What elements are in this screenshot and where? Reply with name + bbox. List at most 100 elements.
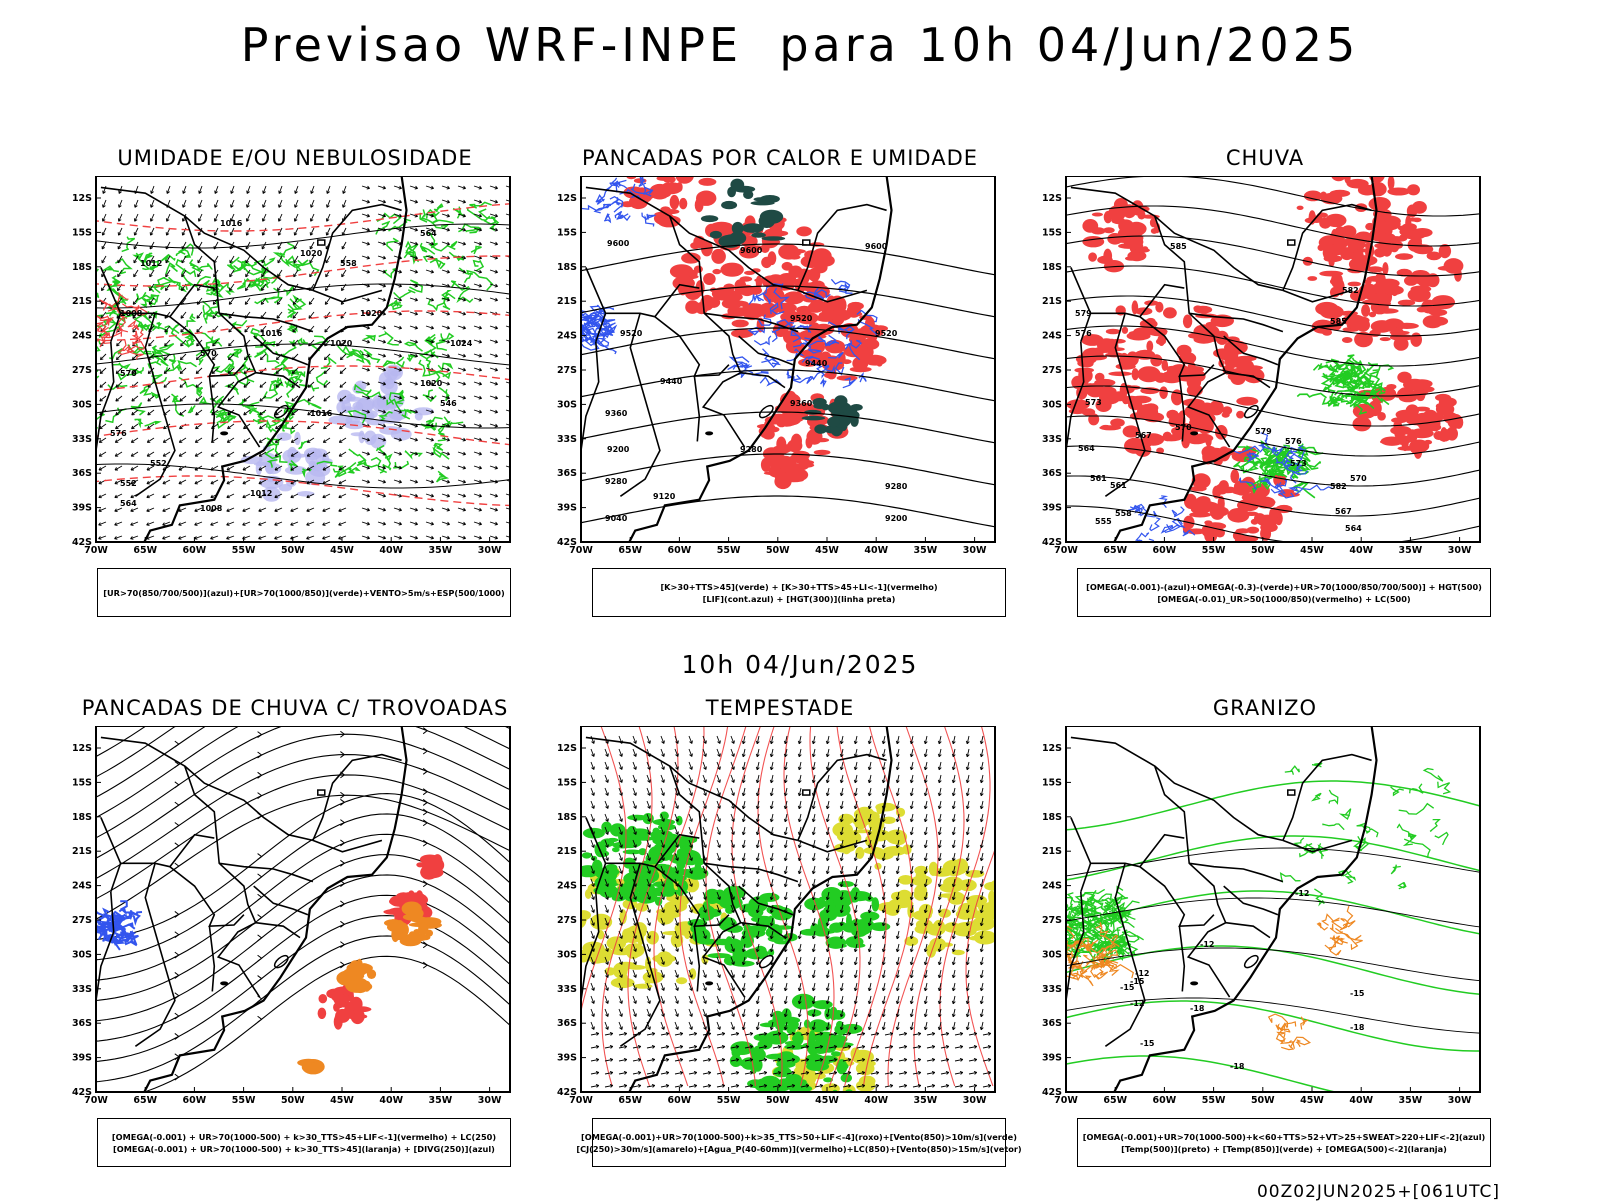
heat-red-area — [699, 193, 707, 199]
wind-vector-head — [511, 536, 514, 539]
lat-label: 24S — [557, 331, 577, 342]
lat-label: 18S — [557, 262, 577, 273]
wind-green-area — [582, 852, 592, 858]
rain-red-area — [1151, 228, 1158, 234]
lat-label: 18S — [72, 812, 92, 823]
wind-vector-head — [511, 368, 514, 371]
rain-red-area — [1092, 213, 1103, 217]
legend-line-1: [OMEGA(-0.001)-(azul)+OMEGA(-0.3)-(verde… — [1086, 581, 1482, 593]
thunder-red-area — [347, 1003, 354, 1012]
lifted-index-contour — [859, 374, 866, 382]
omega-green-contour — [1314, 365, 1335, 371]
rain-red-area — [1127, 332, 1151, 341]
thickness-contour — [97, 316, 109, 320]
humidity-high-area — [297, 491, 315, 497]
wind-green-area — [813, 1000, 833, 1009]
jet-yellow-area — [645, 980, 651, 984]
lon-label: 40W — [379, 545, 403, 556]
rain-red-area — [1193, 305, 1202, 311]
lat-label: 24S — [72, 331, 92, 342]
wind-vector-head — [511, 326, 514, 329]
streamline-arrow — [340, 820, 344, 826]
lat-label: 36S — [557, 468, 577, 479]
wind-green-area — [605, 864, 617, 871]
contour-label: 1016 — [310, 409, 333, 418]
lat-label: 18S — [72, 262, 92, 273]
lat-label: 21S — [72, 296, 92, 307]
humidity-low-contour — [449, 252, 464, 260]
wind-green-area — [846, 913, 852, 929]
lake — [705, 431, 713, 435]
heat-red-area — [842, 359, 852, 364]
streamline-arrow — [175, 1074, 179, 1080]
contour-label: 9200 — [607, 445, 630, 454]
humidity-high-area — [351, 432, 365, 436]
lat-label: 21S — [1042, 296, 1062, 307]
lon-label: 30W — [478, 1095, 502, 1106]
lifted-index-contour — [754, 336, 771, 345]
humidity-high-area — [415, 412, 423, 420]
wind-green-area — [837, 1063, 848, 1070]
heat-red-area — [690, 242, 700, 249]
lat-label: 30S — [72, 949, 92, 960]
rain-red-area — [1204, 529, 1217, 543]
streamline-arrow — [175, 741, 179, 747]
contour-label: 9440 — [805, 359, 828, 368]
contour-label: 567 — [1335, 507, 1352, 516]
lifted-index-contour — [733, 365, 752, 369]
jet-yellow-area — [851, 1048, 861, 1060]
streamline-arrow — [423, 942, 427, 948]
rain-red-area — [1118, 219, 1134, 232]
streamline-arrow — [258, 935, 262, 941]
wind-vector-head — [511, 256, 514, 259]
humidity-low-contour — [363, 336, 375, 340]
lon-label: 55W — [232, 545, 256, 556]
contour-label: 9520 — [790, 314, 813, 323]
rain-red-area — [1391, 289, 1398, 296]
streamline-arrow — [175, 1013, 179, 1019]
streamline-arrow — [175, 972, 179, 978]
contour-label: 564 — [1345, 524, 1362, 533]
map-layer: 9600960095209440936092809200912090409520… — [551, 176, 996, 542]
lat-label: 33S — [72, 434, 92, 445]
rain-red-area — [1191, 505, 1211, 514]
humidity-low-contour — [471, 247, 481, 254]
jet-yellow-area — [926, 944, 936, 958]
contour-label: 9200 — [885, 514, 908, 523]
wind-vector-head — [511, 452, 514, 455]
lon-label: 65W — [133, 545, 157, 556]
state-border — [694, 376, 699, 441]
rain-red-area — [1436, 403, 1449, 410]
streamline-arrow — [175, 932, 179, 938]
rain-red-area — [1407, 184, 1420, 195]
thunder-red-area — [319, 994, 328, 1003]
rain-red-area — [1163, 307, 1177, 318]
wind-vector-head — [511, 298, 514, 301]
wind-vector-head — [511, 396, 514, 399]
rain-red-area — [1409, 218, 1419, 222]
lifted-index-contour — [558, 320, 571, 329]
heat-red-area — [703, 273, 716, 285]
contour-label: 585 — [1330, 317, 1347, 326]
streamline-arrow — [340, 901, 344, 907]
humidity-low-contour — [450, 241, 457, 247]
streamline — [91, 726, 515, 841]
wind-vector-head — [511, 228, 514, 231]
wind-green-area — [643, 875, 655, 884]
rain-red-area — [1210, 506, 1224, 520]
lat-label: 24S — [1042, 331, 1062, 342]
rain-red-area — [1103, 227, 1115, 233]
humidity-low-contour — [250, 408, 259, 414]
humidity-low-contour — [232, 320, 247, 332]
omega-green-contour — [1323, 379, 1331, 391]
heat-red-area — [711, 249, 726, 264]
contour-label: 1020 — [420, 379, 443, 388]
lat-label: 30S — [557, 399, 577, 410]
legend-line-1: [UR>70(850/700/500)](azul)+[UR>70(1000/8… — [103, 587, 504, 599]
rain-red-area — [1236, 411, 1244, 419]
lifted-index-contour — [768, 358, 779, 367]
rain-red-area — [1361, 304, 1370, 317]
humidity-low-contour — [357, 460, 377, 467]
state-border — [256, 923, 300, 938]
